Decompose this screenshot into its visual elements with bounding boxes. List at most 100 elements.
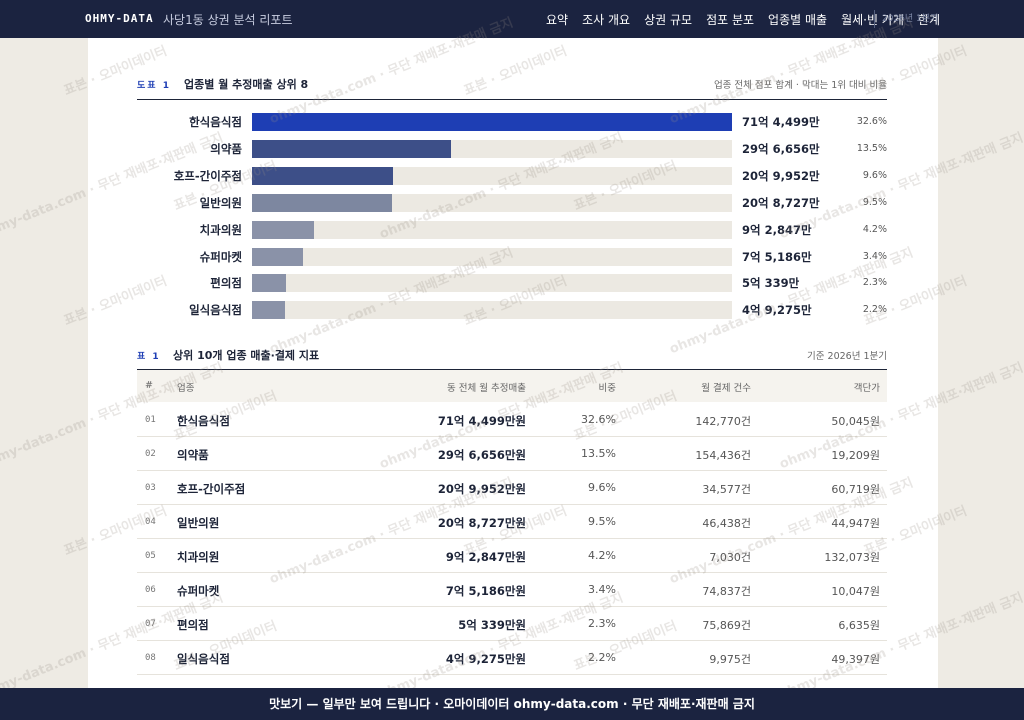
table-cell: 05 [145,551,156,561]
figure-label: 도표 1 [137,81,171,91]
table-cell: 치과의원 [177,550,220,564]
table-cell: 08 [145,653,156,663]
value-label: 71억 4,499만 [742,115,820,129]
value-label: 9억 2,847만 [742,222,812,237]
table-cell: 29억 6,656만원 [437,448,526,462]
header-row [137,369,887,402]
column-header: # [145,380,153,391]
share-label: 9.5% [862,196,887,208]
table-cell: 5억 339만원 [458,618,526,632]
share-label: 2.2% [862,304,887,316]
table-cell: 9억 2,847만원 [445,550,526,564]
table-cell: 46,438건 [702,517,751,530]
table-cell: 6,635원 [838,619,880,632]
column-header: 비중 [598,383,616,394]
value-label: 20억 8,727만 [742,195,820,210]
bar-track [252,274,732,293]
table-cell: 74,837건 [702,585,751,598]
nav-link[interactable]: 한계 [917,13,940,27]
table-cell: 142,770건 [695,415,751,428]
table-cell: 2.3% [588,617,616,630]
table-cell: 07 [145,619,156,629]
table-cell: 34,577건 [702,483,751,496]
table-cell: 20억 9,952만원 [437,482,526,496]
column-header: 객단가 [853,383,880,394]
row-divider [137,606,887,607]
table-cell: 60,719원 [831,483,880,496]
table-cell: 04 [145,517,156,527]
bar-track [252,220,732,239]
period: 2026년 1분기 [874,10,938,28]
table-cell: 9.5% [588,515,616,528]
table-cell: 02 [145,449,156,459]
row-divider [137,470,887,471]
bar [252,139,452,158]
row-divider [137,538,887,539]
table-cell: 19,209원 [831,449,880,462]
table-cell: 44,947원 [831,517,880,530]
share-label: 32.6% [856,116,887,127]
table-cell: 2.2% [588,651,616,664]
table-cell: 일반의원 [177,516,220,530]
table-cell: 13.5% [581,447,616,460]
value-label: 4억 9,275만 [742,303,812,318]
column-header: 동 전체 월 추정매출 [447,383,526,394]
share-label: 3.4% [862,250,887,262]
bar-label: 일식음식점 [189,303,242,318]
bar-label: 편의점 [210,276,242,291]
table-label: 표 1 [137,352,161,362]
nav-link[interactable]: 업종별 매출 [768,13,828,27]
bar [252,247,303,266]
bar-track [252,301,732,320]
nav-link[interactable]: 상권 규모 [644,13,693,27]
table-cell: 슈퍼마켓 [177,584,220,598]
share-label: 2.3% [862,277,887,289]
bar [252,220,315,239]
table-cell: 편의점 [177,618,209,632]
nav-link[interactable]: 요약 [546,13,569,27]
table-cell: 75,869건 [702,619,751,632]
table-cell: 71억 4,499만원 [437,414,526,428]
nav-link[interactable]: 조사 개요 [582,13,631,27]
bar [252,301,286,320]
table-note: 기준 2026년 1분기 [807,351,887,362]
table-cell: 일식음식점 [177,652,230,666]
top-nav: OHMY-DATA 사당1동 상권 분석 리포트 요약 조사 개요 상권 규모 점포 … [0,0,1024,38]
table-cell: 3.4% [588,583,616,596]
bar [252,113,732,131]
table-cell: 7억 5,186만원 [445,584,526,598]
nav-link[interactable]: 월세·빈 가게 [841,13,904,27]
bar-label: 한식음식점 [189,115,242,129]
value-label: 7억 5,186만 [742,249,812,264]
table-cell: 7,030건 [709,551,751,564]
table-cell: 132,073원 [824,551,880,564]
figure-title: 업종별 월 추정매출 상위 8 [184,78,309,91]
table-title: 상위 10개 업종 매출·결제 지표 [173,349,320,362]
table-cell: 4.2% [588,549,616,562]
column-header: 월 결제 건수 [701,383,751,394]
rule [137,99,887,100]
nav-links: 요약 조사 개요 상권 규모 점포 분포 업종별 매출 월세·빈 가게 한계 [546,11,940,28]
row-divider [137,436,887,437]
bar-label: 일반의원 [199,195,242,210]
value-label: 20억 9,952만 [742,168,820,183]
bar-label: 의약품 [210,141,242,156]
bar-label: 치과의원 [199,222,242,237]
table-cell: 20억 8,727만원 [437,516,526,530]
brand[interactable]: OHMY-DATA [85,12,154,25]
table-cell: 01 [145,415,156,425]
figure-note: 업종 전체 점포 합계 · 막대는 1위 대비 비율 [713,80,887,91]
table-cell: 50,045원 [831,415,880,428]
column-header: 업종 [177,383,195,394]
row-divider [137,572,887,573]
table-cell: 03 [145,483,156,493]
table-cell: 호프-간이주점 [177,482,246,496]
bar [252,166,394,185]
share-label: 9.6% [862,169,887,181]
nav-link[interactable]: 점포 분포 [706,13,755,27]
share-label: 13.5% [856,142,887,154]
table-cell: 49,397원 [831,653,880,666]
share-label: 4.2% [862,223,887,235]
bar [252,193,393,212]
